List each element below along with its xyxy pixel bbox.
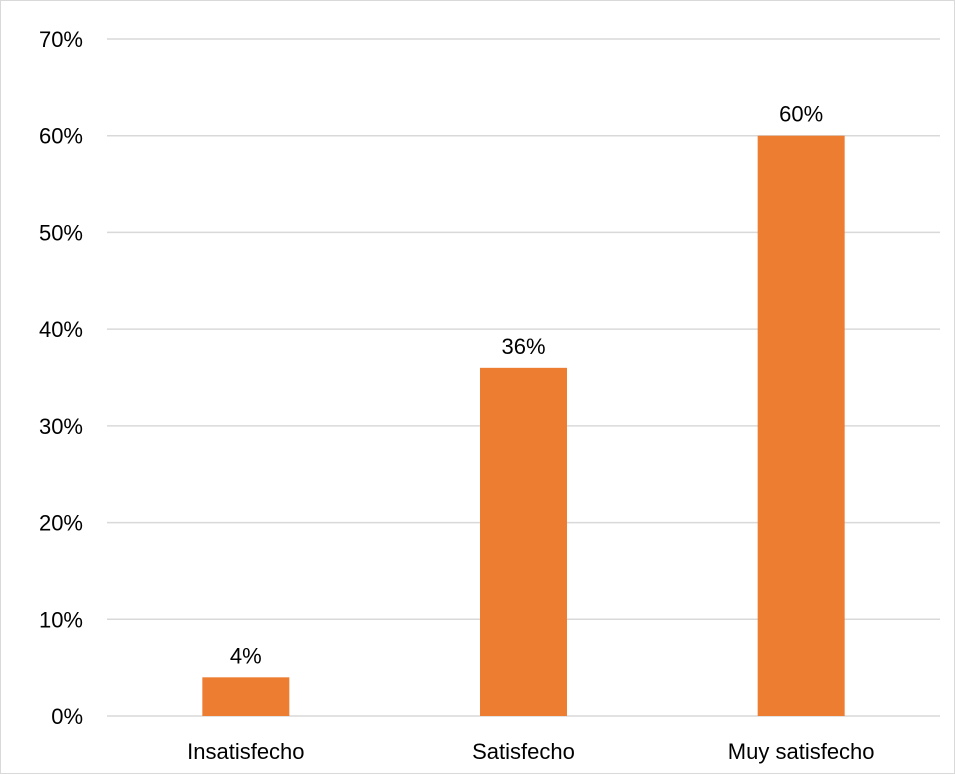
y-tick-label: 40% (39, 317, 83, 342)
x-category-label: Satisfecho (472, 739, 575, 764)
x-axis-categories: Insatisfecho Satisfecho Muy satisfecho (187, 739, 874, 764)
x-category-label: Insatisfecho (187, 739, 304, 764)
data-label: 60% (779, 102, 823, 127)
x-category-label: Muy satisfecho (728, 739, 875, 764)
bar (757, 135, 845, 716)
y-tick-label: 70% (39, 27, 83, 52)
data-labels: 4% 36% 60% (230, 102, 823, 669)
bars (202, 135, 845, 716)
y-tick-label: 0% (51, 704, 83, 729)
y-axis-ticks: 0% 10% 20% 30% 40% 50% 60% 70% (39, 27, 83, 729)
data-label: 36% (501, 334, 545, 359)
y-tick-label: 60% (39, 124, 83, 149)
y-tick-label: 50% (39, 220, 83, 245)
bar (202, 677, 290, 716)
y-tick-label: 10% (39, 607, 83, 632)
bar (480, 367, 567, 716)
data-label: 4% (230, 643, 262, 668)
y-tick-label: 20% (39, 511, 83, 536)
y-tick-label: 30% (39, 414, 83, 439)
